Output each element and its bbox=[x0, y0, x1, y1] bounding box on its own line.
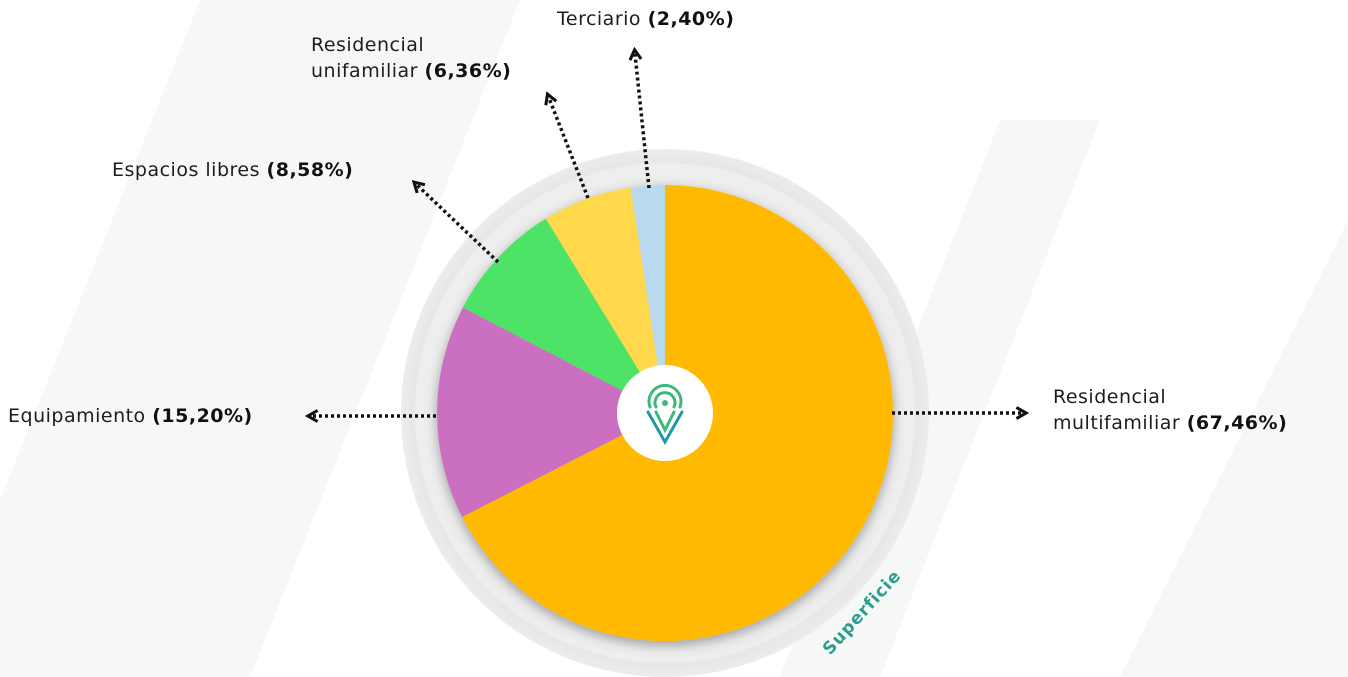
leader-lines bbox=[312, 54, 1022, 416]
label-name: Espacios libres bbox=[112, 159, 260, 181]
label-name: Terciario bbox=[557, 8, 642, 30]
slice-label: Residencial multifamiliar (67,46%) bbox=[1053, 386, 1288, 434]
label-name: Equipamiento bbox=[8, 405, 146, 427]
label-name: Residencial unifamiliar bbox=[311, 34, 425, 82]
logo bbox=[646, 384, 684, 446]
pie-slice bbox=[545, 187, 665, 413]
slice-label: Residencial unifamiliar (6,36%) bbox=[311, 32, 511, 84]
slice-label: Espacios libres (8,58%) bbox=[112, 157, 353, 183]
label-value: (2,40%) bbox=[647, 8, 735, 30]
slice-label: Terciario (2,40%) bbox=[557, 6, 734, 32]
pie-slice bbox=[437, 307, 665, 518]
label-value: (8,58%) bbox=[266, 159, 354, 181]
slice-label: Equipamiento (15,20%) bbox=[8, 403, 253, 429]
center-badge bbox=[617, 365, 713, 461]
label-name: Residencial multifamiliar bbox=[1053, 386, 1181, 434]
label-value: (15,20%) bbox=[152, 405, 253, 427]
pie-slice bbox=[630, 185, 665, 413]
pie-slice bbox=[462, 218, 665, 413]
